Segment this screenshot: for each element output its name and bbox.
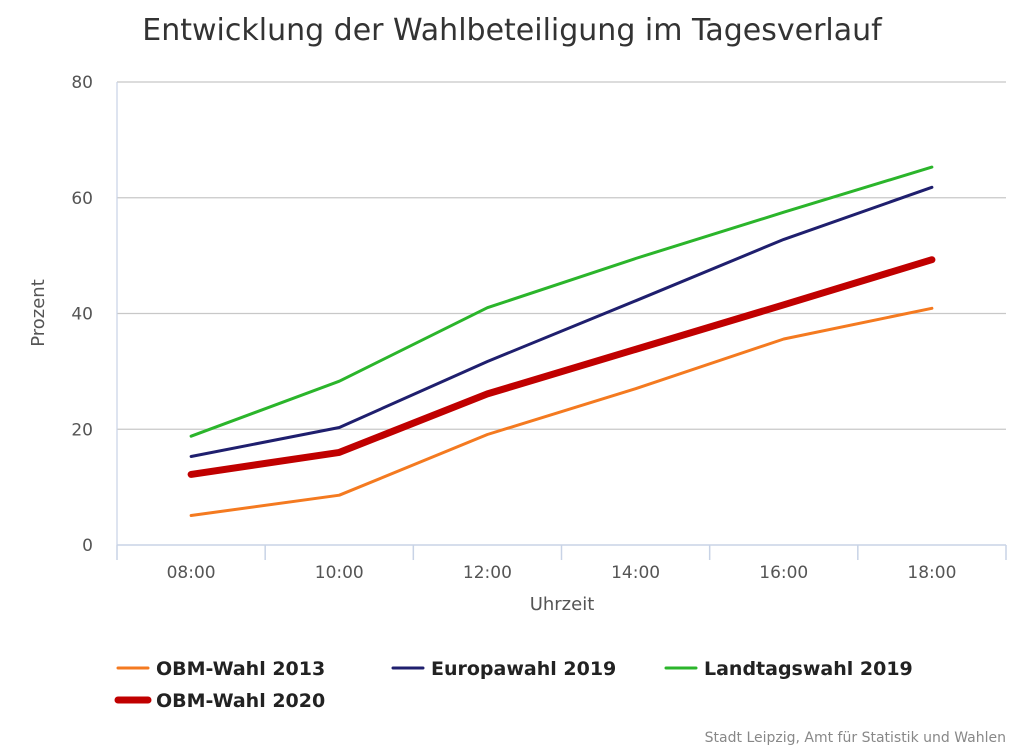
legend-label-3[interactable]: OBM-Wahl 2020: [156, 690, 325, 712]
x-tick-label: 10:00: [315, 563, 364, 583]
axes: 0 20 40 60 80 08:00 10:00 12:00 14:00 16:00 18:00: [71, 73, 1007, 583]
y-tick-label: 40: [71, 305, 93, 325]
x-tick-label: 16:00: [759, 563, 808, 583]
series-line-1: [189, 185, 934, 458]
source-credit: Stadt Leipzig, Amt für Statistik und Wah…: [705, 730, 1006, 746]
x-tick-label: 12:00: [463, 563, 512, 583]
legend-label-1[interactable]: Europawahl 2019: [431, 658, 616, 680]
y-tick-label: 80: [71, 73, 93, 93]
legend: OBM-Wahl 2013 Europawahl 2019 Landtagswahl…: [114, 658, 913, 712]
y-axis-title: Prozent: [28, 279, 49, 347]
series-line-2: [189, 165, 934, 438]
y-tick-label: 20: [71, 420, 93, 440]
legend-label-0[interactable]: OBM-Wahl 2013: [156, 658, 325, 680]
x-tick-label: 08:00: [167, 563, 216, 583]
y-tick-label: 0: [82, 536, 93, 556]
series-line-0: [189, 306, 934, 517]
x-tick-label: 14:00: [611, 563, 660, 583]
legend-label-2[interactable]: Landtagswahl 2019: [704, 658, 913, 680]
series-lines: [187, 165, 936, 517]
y-tick-label: 60: [71, 189, 93, 209]
x-axis-title: Uhrzeit: [530, 594, 595, 615]
chart-title: Entwicklung der Wahlbeteiligung im Tages…: [142, 13, 883, 48]
x-tick-label: 18:00: [907, 563, 956, 583]
grid-lines: [117, 81, 1006, 430]
series-line-3: [187, 256, 936, 478]
